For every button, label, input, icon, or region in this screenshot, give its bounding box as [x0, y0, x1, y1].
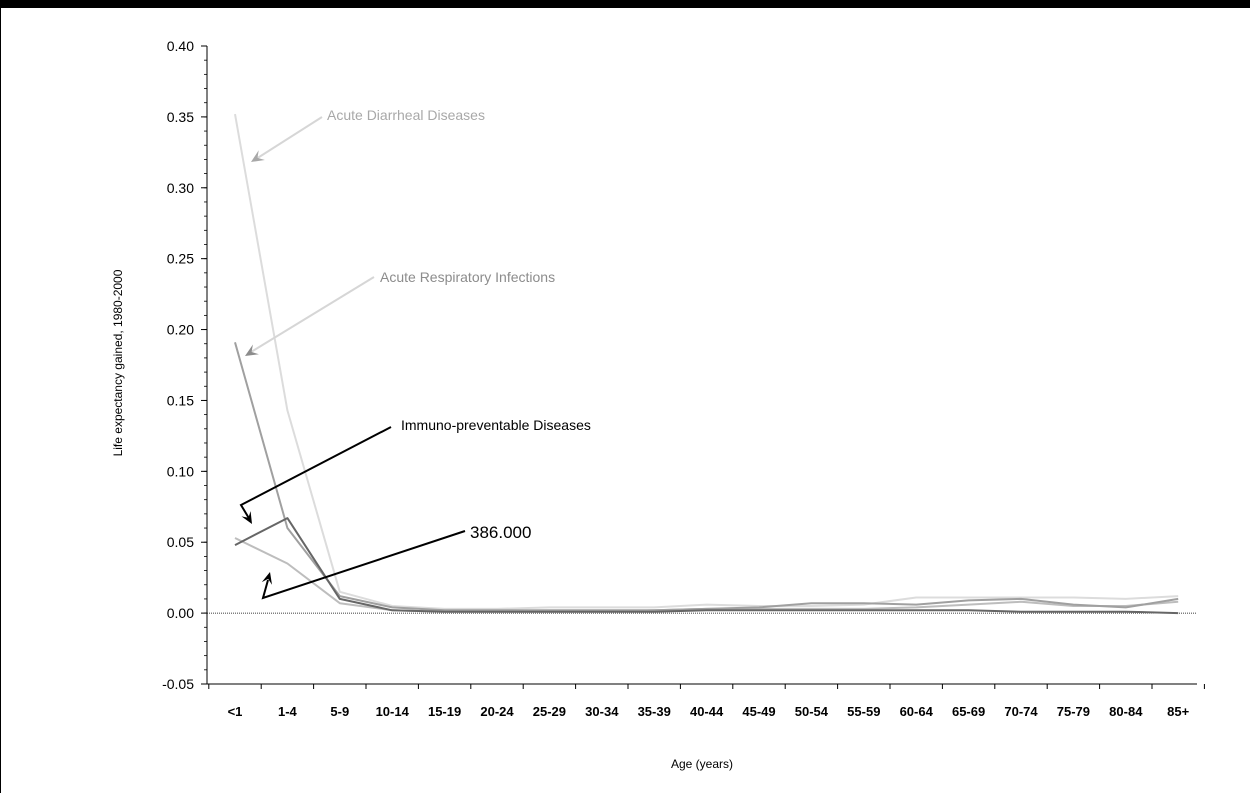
x-tick-label: <1 — [228, 704, 243, 719]
y-tick-label: 0.40 — [167, 38, 194, 54]
x-tick-label: 5-9 — [330, 704, 349, 719]
x-tick-label: 1-4 — [278, 704, 298, 719]
annotation-layer — [239, 116, 466, 600]
annotation-label-diarrheal: Acute Diarrheal Diseases — [327, 107, 485, 123]
annotation-label-386: 386.000 — [470, 523, 531, 542]
x-tick-label: 45-49 — [742, 704, 775, 719]
y-tick-label: 0.10 — [167, 463, 194, 479]
x-tick-label: 35-39 — [638, 704, 671, 719]
arrow-386 — [261, 530, 466, 600]
x-tick-label: 25-29 — [533, 704, 566, 719]
y-tick-label: 0.20 — [167, 322, 194, 338]
x-tick-label: 50-54 — [795, 704, 829, 719]
left-border-line — [0, 8, 1, 793]
y-tick-label: 0.15 — [167, 392, 194, 408]
x-tick-label: 65-69 — [952, 704, 985, 719]
annotation-label-immuno: Immuno-preventable Diseases — [401, 417, 591, 433]
x-tick-label: 30-34 — [585, 704, 619, 719]
x-axis: <1 1-4 5-9 10-14 15-19 20-24 25-29 30-34 35-39 40… — [207, 612, 1205, 719]
arrow-immuno — [239, 426, 392, 521]
y-axis-title: Life expectancy gained, 1980-2000 — [111, 269, 125, 456]
x-tick-label: 75-79 — [1057, 704, 1090, 719]
x-tick-label: 60-64 — [900, 704, 934, 719]
y-tick-label: 0.05 — [167, 534, 194, 550]
y-tick-label: 0.35 — [167, 109, 194, 125]
x-tick-label: 20-24 — [480, 704, 514, 719]
series-layer — [234, 113, 1179, 615]
arrowhead-immuno — [241, 511, 252, 524]
x-tick-label: 85+ — [1167, 704, 1189, 719]
x-tick-label: 80-84 — [1109, 704, 1143, 719]
arrowhead-386 — [261, 572, 272, 585]
x-axis-title: Age (years) — [671, 757, 733, 771]
top-border-bar — [0, 0, 1250, 8]
x-tick-label: 55-59 — [847, 704, 880, 719]
x-tick-label: 70-74 — [1004, 704, 1038, 719]
x-tick-label: 10-14 — [376, 704, 410, 719]
x-tick-label: 40-44 — [690, 704, 724, 719]
y-axis: 0.40 0.35 0.30 0.25 0.20 0.15 0.10 0.05 0.00 -0.0… — [162, 38, 208, 692]
y-tick-label: 0.25 — [167, 251, 194, 267]
arrow-respiratory — [250, 276, 375, 353]
arrowhead-diarrheal — [251, 150, 265, 162]
y-tick-label: 0.00 — [167, 605, 194, 621]
series-line-2 — [234, 517, 1179, 615]
x-tick-label: 15-19 — [428, 704, 461, 719]
y-tick-label: 0.30 — [167, 180, 194, 196]
series-line-0 — [234, 113, 1179, 610]
arrow-diarrheal — [255, 116, 323, 160]
annotation-label-respiratory: Acute Respiratory Infections — [380, 269, 555, 285]
arrowhead-respiratory — [245, 344, 259, 356]
series-line-1 — [234, 342, 1179, 612]
y-tick-label: -0.05 — [162, 676, 194, 692]
